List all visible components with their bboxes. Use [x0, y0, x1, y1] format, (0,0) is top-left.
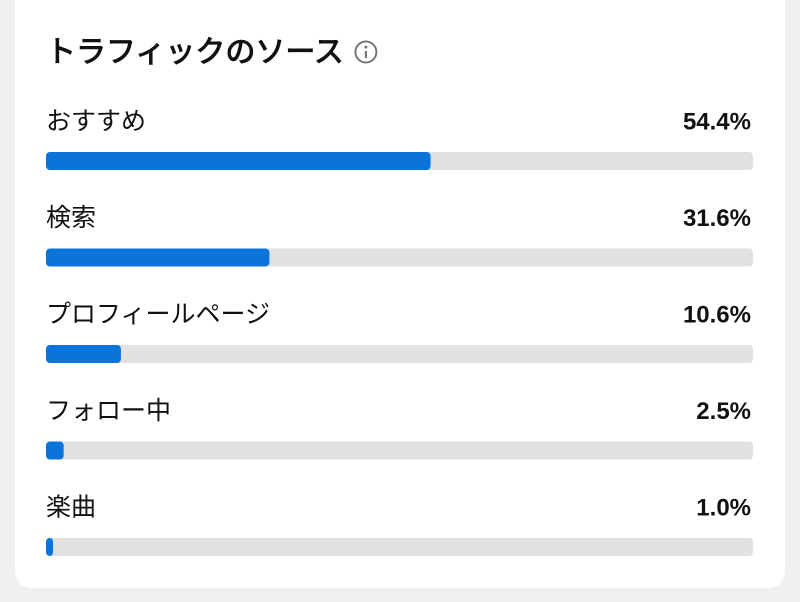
- info-circle: [354, 40, 378, 64]
- bar: [46, 538, 54, 556]
- bar-track: [46, 345, 753, 363]
- bar: [46, 441, 64, 460]
- card-title: トラフィックのソース: [46, 36, 344, 69]
- bar: [46, 345, 121, 363]
- category-label: フォロー中: [46, 397, 171, 425]
- bar: [46, 248, 270, 267]
- value-label: 2.5%: [696, 398, 751, 425]
- info-dot: [364, 45, 368, 49]
- category-label: 検索: [46, 204, 96, 232]
- category-label: プロフィールページ: [46, 301, 270, 329]
- category-label: おすすめ: [46, 108, 146, 136]
- bar-track: [46, 441, 753, 460]
- value-label: 10.6%: [683, 301, 751, 328]
- bar-track: [46, 538, 753, 556]
- card: [15, 0, 785, 588]
- value-label: 1.0%: [696, 494, 751, 521]
- category-label: 楽曲: [46, 494, 96, 522]
- value-label: 31.6%: [683, 205, 751, 232]
- info-icon[interactable]: [354, 40, 378, 64]
- value-label: 54.4%: [683, 108, 751, 135]
- bar: [46, 152, 431, 170]
